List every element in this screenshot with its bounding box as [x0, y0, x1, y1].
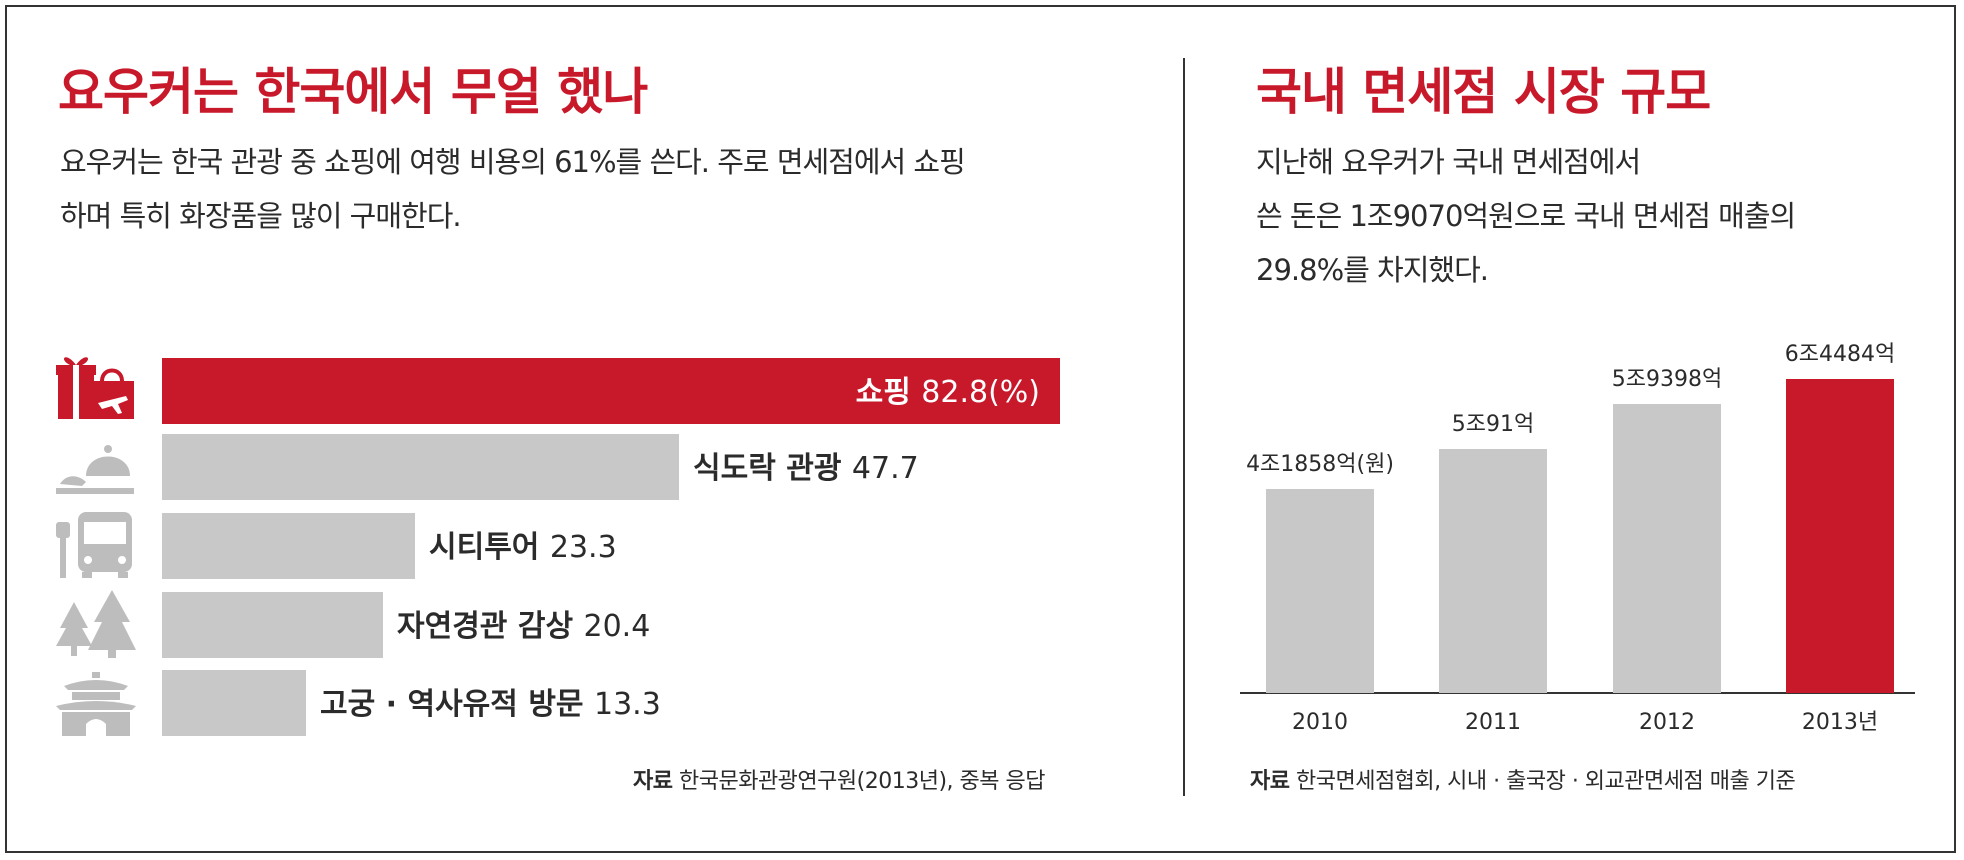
activity-value-label: 82.8(%) [921, 375, 1040, 410]
left-description-line-1: 요우커는 한국 관광 중 쇼핑에 여행 비용의 61%를 쓴다. 주로 면세점에… [60, 145, 966, 179]
duty-free-market-bar-chart: 4조1858억(원) 2010 5조91억 2011 5조9398억 2012 6조4484… [1240, 342, 1915, 735]
activity-bar-chart: 쇼핑 82.8(%) 식도락 관광 47.7 시티투어 23.3 자연경관 감상 20… [162, 358, 1060, 736]
year-tick-label: 2013년 [1802, 710, 1878, 735]
activity-bar-label: 자연경관 감상 20.4 [397, 609, 650, 644]
left-source-text: 한국문화관광연구원(2013년), 중복 응답 [678, 769, 1046, 794]
market-size-bar [1786, 379, 1894, 693]
right-source: 자료 한국면세점협회, 시내 · 출국장 · 외교관면세점 매출 기준 [1250, 763, 1796, 795]
right-description-line-3: 29.8%를 차지했다. [1256, 253, 1489, 287]
left-title: 요우커는 한국에서 무얼 했나 [58, 63, 648, 121]
activity-bar-label: 쇼핑 82.8(%) [856, 375, 1040, 410]
activity-category-label: 쇼핑 [856, 375, 922, 410]
activity-category-label: 자연경관 감상 [397, 609, 584, 644]
market-size-bar [1613, 404, 1721, 693]
palace-icon [56, 672, 136, 736]
activity-category-label: 식도락 관광 [693, 451, 852, 486]
left-source-label: 자료 [633, 769, 673, 794]
market-size-value-label: 6조4484억 [1785, 342, 1895, 367]
right-source-label: 자료 [1250, 769, 1290, 794]
year-tick-label: 2011 [1465, 710, 1521, 735]
right-title: 국내 면세점 시장 규모 [1256, 63, 1711, 121]
infographic-frame [5, 5, 1956, 853]
activity-bar [162, 592, 383, 658]
activity-bar-label: 식도락 관광 47.7 [693, 451, 919, 486]
activity-value-label: 13.3 [594, 687, 661, 722]
market-size-value-label: 5조9398억 [1612, 367, 1722, 392]
right-description-line-2: 쓴 돈은 1조9070억원으로 국내 면세점 매출의 [1256, 199, 1796, 233]
activity-bar-label: 고궁 · 역사유적 방문 13.3 [320, 687, 661, 722]
left-source: 자료 한국문화관광연구원(2013년), 중복 응답 [633, 763, 1045, 795]
panel-divider [1183, 58, 1185, 796]
activity-bar [162, 434, 679, 500]
activity-bar-label: 시티투어 23.3 [429, 530, 617, 565]
activity-value-label: 47.7 [852, 451, 919, 486]
year-tick-label: 2010 [1292, 710, 1348, 735]
year-tick-label: 2012 [1639, 710, 1695, 735]
right-description-line-1: 지난해 요우커가 국내 면세점에서 [1256, 145, 1641, 179]
gift-shopping-bag-icon [56, 357, 134, 419]
activity-category-label: 시티투어 [429, 530, 550, 565]
activity-value-label: 23.3 [550, 530, 617, 565]
activity-bar [162, 513, 415, 579]
food-cloche-icon [56, 445, 134, 494]
market-size-bar [1266, 489, 1374, 693]
market-size-value-label: 4조1858억(원) [1246, 452, 1394, 477]
activity-category-label: 고궁 · 역사유적 방문 [320, 687, 594, 722]
bus-icon [56, 512, 132, 578]
activity-bar [162, 358, 1060, 424]
right-source-text: 한국면세점협회, 시내 · 출국장 · 외교관면세점 매출 기준 [1295, 769, 1796, 794]
market-size-bar [1439, 449, 1547, 693]
activity-value-label: 20.4 [584, 609, 651, 644]
left-description-line-2: 하며 특히 화장품을 많이 구매한다. [60, 199, 462, 233]
activity-bar [162, 670, 306, 736]
trees-icon [56, 590, 136, 658]
market-size-value-label: 5조91억 [1452, 412, 1534, 437]
